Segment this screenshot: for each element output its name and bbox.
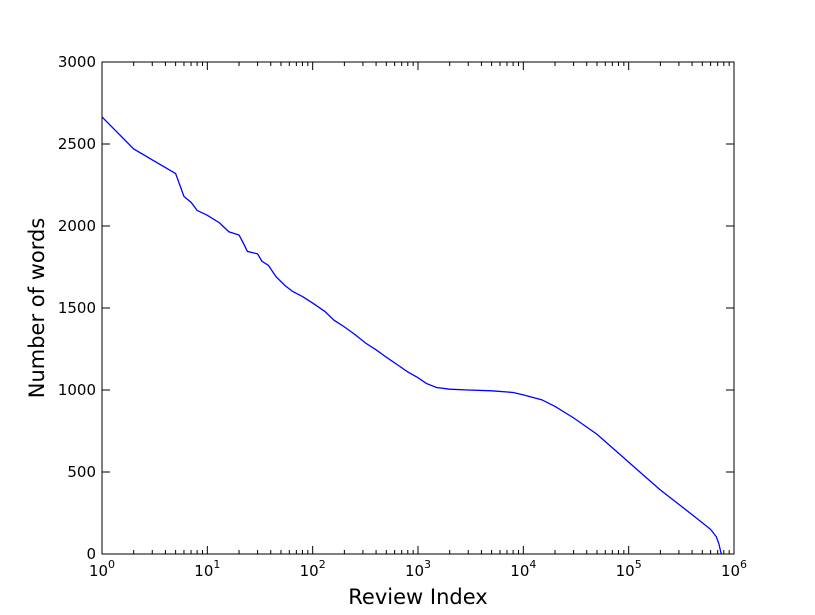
y-axis-title: Number of words <box>25 218 49 399</box>
major-ticks <box>101 61 735 555</box>
x-tick-label: 106 <box>721 558 747 580</box>
y-tick-label: 2500 <box>58 135 96 153</box>
y-tick-label: 1000 <box>58 381 96 399</box>
x-tick-label: 104 <box>510 558 536 580</box>
y-tick-label: 3000 <box>58 53 96 71</box>
minor-ticks <box>133 62 730 554</box>
x-tick-label: 105 <box>616 558 642 580</box>
y-tick-label: 1500 <box>58 299 96 317</box>
x-tick-label: 102 <box>300 558 326 580</box>
y-tick-label: 2000 <box>58 217 96 235</box>
x-tick-labels: 100 101 102 103 104 105 106 <box>89 558 747 580</box>
plot-frame <box>101 61 735 555</box>
x-tick-label: 101 <box>194 558 220 580</box>
y-tick-labels: 0 500 1000 1500 2000 2500 3000 <box>58 53 96 563</box>
x-tick-label: 103 <box>405 558 431 580</box>
x-tick-label: 100 <box>89 558 115 580</box>
series-line <box>101 116 723 555</box>
x-axis-title: Review Index <box>348 585 487 609</box>
y-tick-label: 500 <box>67 463 96 481</box>
y-tick-label: 0 <box>86 545 96 563</box>
